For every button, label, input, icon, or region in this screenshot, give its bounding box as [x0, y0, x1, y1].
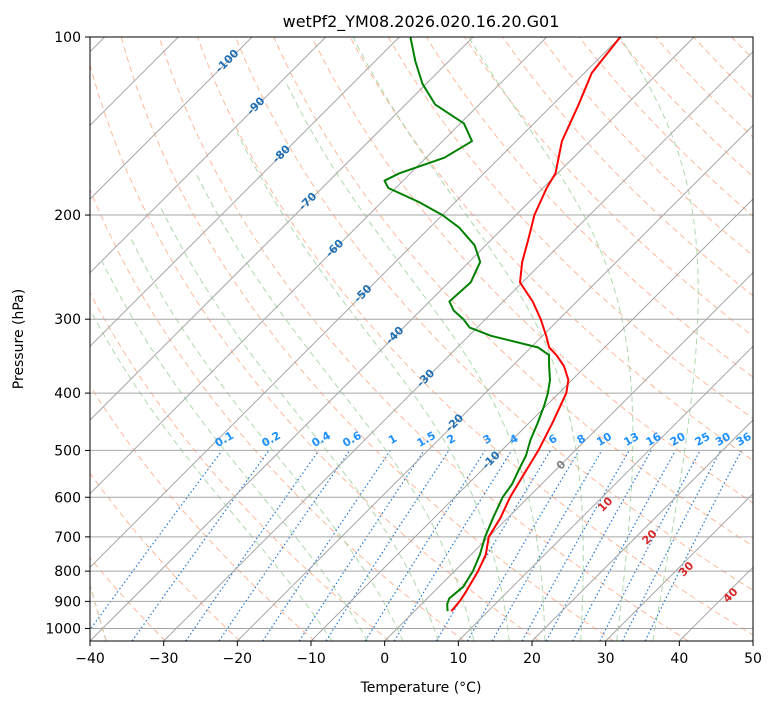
y-tick-label: 400 — [54, 386, 81, 402]
isotherm-line — [605, 492, 753, 641]
dry-adiabat — [387, 37, 753, 420]
isotherm-line — [90, 37, 474, 421]
profile-lines — [383, 37, 622, 612]
moist-adiabat — [236, 132, 510, 641]
mixing-ratio-line — [521, 450, 630, 641]
y-tick-label: 600 — [54, 490, 81, 506]
x-tick-label: 0 — [380, 651, 389, 667]
moist-adiabat — [619, 37, 699, 641]
dry-adiabat — [197, 37, 753, 636]
mixing-ratio-line — [298, 450, 425, 641]
dry-adiabat — [90, 384, 316, 641]
mixing-ratio-line — [262, 450, 391, 641]
x-tick-label: 50 — [744, 651, 762, 667]
moist-adiabat — [90, 308, 333, 641]
moist-adiabat — [130, 239, 404, 641]
dry-adiabat — [90, 63, 540, 641]
background-lines — [90, 37, 753, 641]
moist-adiabat — [352, 37, 584, 641]
moist-adiabat — [286, 83, 546, 641]
y-axis-label: Pressure (hPa) — [11, 289, 27, 389]
y-tick-label: 800 — [54, 564, 81, 580]
isotherm-line — [384, 271, 753, 641]
x-tick-label: 40 — [670, 651, 688, 667]
x-tick-label: −40 — [75, 651, 105, 667]
mixing-ratio-line — [393, 450, 513, 641]
plot-area — [90, 37, 753, 641]
y-tick-label: 900 — [54, 594, 81, 610]
x-axis-label: Temperature (°C) — [360, 680, 482, 696]
mixing-ratio-line — [218, 450, 351, 641]
mixing-ratio-line — [621, 450, 722, 641]
y-tick-label: 1000 — [45, 621, 81, 637]
mixing-ratio-line — [545, 450, 652, 641]
dry-adiabat — [90, 472, 241, 641]
isotherm-line — [236, 124, 753, 641]
axes: −40 −30 −20 −10 0 10 20 30 40 50 100 200 300 400 500 60… — [45, 30, 762, 667]
x-tick-label: −10 — [296, 651, 326, 667]
isotherm-line — [310, 198, 753, 641]
mixing-ratio-line — [185, 450, 320, 641]
dry-adiabat — [90, 291, 390, 641]
plot-frame — [89, 36, 754, 642]
mixing-ratio-line — [90, 450, 223, 631]
x-tick-label: 10 — [449, 651, 467, 667]
temperature-line — [450, 37, 622, 612]
dry-adiabat — [311, 37, 753, 504]
chart-title: wetPf2_YM08.2026.020.16.20.G01 — [283, 12, 560, 32]
y-tick-label: 100 — [54, 30, 81, 46]
dewpoint-line — [383, 37, 551, 612]
y-tick-label: 300 — [54, 312, 81, 328]
isotherm-line — [163, 50, 753, 641]
x-tick-label: −20 — [223, 651, 253, 667]
mixing-ratio-line — [644, 450, 743, 641]
y-tick-label: 500 — [54, 443, 81, 459]
moist-adiabat — [101, 261, 369, 641]
isotherm-line — [90, 37, 253, 200]
moist-adiabat — [468, 37, 634, 641]
dry-adiabat — [120, 37, 614, 641]
isotherm-line — [457, 345, 753, 641]
x-tick-label: 30 — [597, 651, 615, 667]
x-tick-label: 20 — [523, 651, 541, 667]
dry-adiabat — [273, 37, 753, 547]
isotherm-line — [90, 37, 695, 641]
dry-adiabat — [502, 37, 753, 297]
dry-adiabat — [158, 37, 689, 641]
x-tick-label: −30 — [149, 651, 179, 667]
dry-adiabat — [235, 37, 753, 591]
dry-adiabat — [425, 37, 753, 378]
mixing-ratio-line — [572, 450, 677, 641]
isotherm-line — [531, 419, 753, 641]
isotherm-line — [90, 37, 548, 495]
isotherm-line — [90, 37, 621, 569]
moist-adiabat — [195, 173, 475, 641]
y-tick-label: 700 — [54, 530, 81, 546]
mixing-ratio-line — [325, 450, 450, 641]
isotherm-line — [90, 37, 327, 274]
dry-adiabat — [616, 37, 753, 178]
y-tick-label: 200 — [54, 208, 81, 224]
isotherm-line — [90, 37, 400, 348]
dry-adiabat — [90, 188, 465, 641]
